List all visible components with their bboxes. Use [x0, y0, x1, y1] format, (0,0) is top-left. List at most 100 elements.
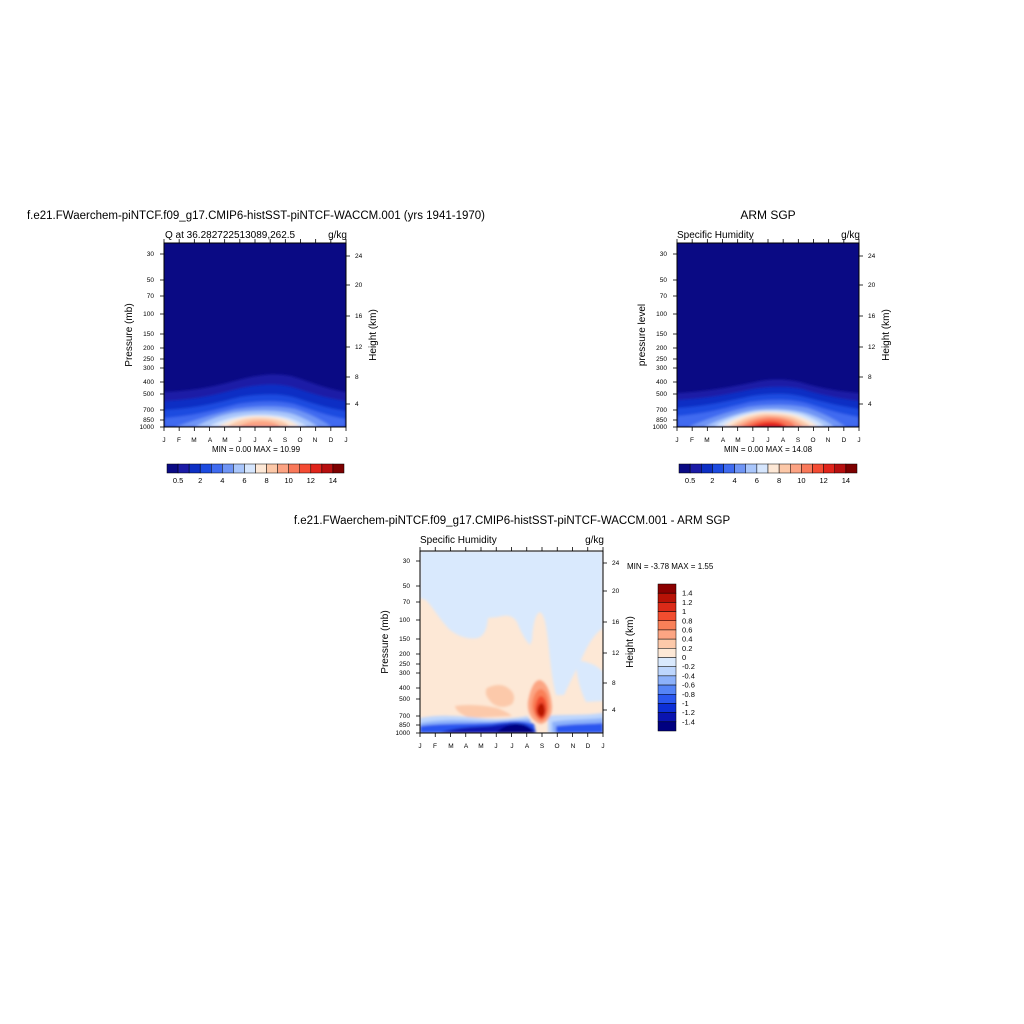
- colorbar-label: -0.6: [682, 681, 695, 690]
- panel-model-field: [164, 243, 346, 427]
- colorbar-label: 12: [307, 476, 315, 485]
- y-tick-label: 300: [399, 670, 410, 677]
- y-tick-label: 700: [656, 407, 667, 414]
- colorbar-swatch: [657, 611, 677, 621]
- y-tick-label: 400: [143, 379, 154, 386]
- height-tick-label: 24: [868, 253, 876, 260]
- height-tick-label: 4: [868, 401, 872, 408]
- x-tick-label: N: [313, 437, 318, 444]
- model-contour-10: [238, 421, 281, 427]
- colorbar-swatch: [734, 463, 746, 474]
- colorbar-swatch: [657, 620, 677, 631]
- panel-model-ylabel-right: Height (km): [368, 309, 379, 361]
- panel-obs-units: g/kg: [841, 230, 860, 241]
- panel-obs-xlabels: J F M A M J J A S O N D J: [675, 437, 860, 444]
- colorbar-swatch: [266, 463, 278, 474]
- height-tick-label: 16: [868, 313, 876, 320]
- y-tick-label: 100: [143, 311, 154, 318]
- height-tick-label: 4: [612, 707, 616, 714]
- colorbar-swatch: [657, 592, 677, 603]
- colorbar-swatch: [211, 463, 223, 474]
- colorbar-label: 0.5: [685, 476, 695, 485]
- colorbar-label: 1.4: [682, 589, 692, 598]
- y-tick-label: 150: [399, 636, 410, 643]
- x-tick-label: J: [751, 437, 754, 444]
- x-tick-label: J: [857, 437, 860, 444]
- x-tick-label: O: [810, 437, 815, 444]
- colorbar-label: 0.2: [682, 644, 692, 653]
- x-tick-label: J: [675, 437, 678, 444]
- y-tick-label: 50: [147, 277, 155, 284]
- colorbar-label: 8: [264, 476, 268, 485]
- x-tick-label: J: [344, 437, 347, 444]
- height-tick-label: 8: [355, 374, 359, 381]
- y-tick-label: 30: [147, 251, 155, 258]
- height-tick-label: 24: [355, 253, 363, 260]
- y-tick-label: 500: [399, 696, 410, 703]
- x-tick-label: J: [162, 437, 165, 444]
- y-tick-label: 200: [399, 651, 410, 658]
- y-tick-label: 1000: [396, 730, 411, 737]
- panel-model-stats: MIN = 0.00 MAX = 10.99: [212, 445, 301, 454]
- y-tick-label: 100: [399, 617, 410, 624]
- colorbar-swatch: [222, 463, 234, 474]
- colorbar-obs: 0.5 2 4 6 8 10 12 14: [678, 463, 858, 485]
- x-tick-label: J: [766, 437, 769, 444]
- colorbar-swatch: [657, 583, 677, 594]
- y-tick-label: 150: [143, 331, 154, 338]
- tick-marks: [160, 239, 863, 737]
- colorbar-swatch: [701, 463, 713, 474]
- colorbar-diff: 1.41.210.80.60.40.20-0.2-0.4-0.6-0.8-1-1…: [657, 583, 695, 732]
- colorbar-swatch: [657, 694, 677, 704]
- colorbar-swatch: [689, 463, 702, 474]
- x-tick-label: A: [208, 437, 213, 444]
- colorbar-swatch: [767, 463, 780, 474]
- panel-model-units: g/kg: [328, 230, 347, 241]
- x-tick-label: A: [464, 743, 469, 750]
- panel-obs-stats: MIN = 0.00 MAX = 14.08: [724, 445, 813, 454]
- diff-positive-plume: [537, 703, 545, 717]
- x-tick-label: M: [222, 437, 227, 444]
- y-tick-label: 70: [403, 599, 411, 606]
- colorbar-label: 10: [797, 476, 805, 485]
- height-tick-label: 24: [612, 560, 620, 567]
- panel-model-xlabels: J F M A M J J A S O N D J: [162, 437, 347, 444]
- y-tick-label: 1000: [653, 424, 668, 431]
- colorbar-label: 0: [682, 653, 686, 662]
- y-tick-label: 500: [656, 391, 667, 398]
- x-tick-label: F: [690, 437, 694, 444]
- x-tick-label: F: [433, 743, 437, 750]
- colorbar-swatch: [845, 463, 858, 474]
- x-tick-label: J: [494, 743, 497, 750]
- y-tick-label: 400: [656, 379, 667, 386]
- panel-obs-ylabel: pressure level: [637, 304, 648, 366]
- colorbar-swatch: [756, 463, 769, 474]
- x-tick-label: A: [721, 437, 726, 444]
- colorbar-label: 6: [242, 476, 246, 485]
- colorbar-label: 2: [710, 476, 714, 485]
- y-tick-label: 70: [660, 293, 668, 300]
- colorbar-swatch: [745, 463, 758, 474]
- colorbar-label: -0.8: [682, 690, 695, 699]
- height-tick-label: 16: [355, 313, 363, 320]
- colorbar-swatch: [657, 712, 677, 723]
- x-tick-label: A: [525, 743, 530, 750]
- x-tick-label: M: [735, 437, 740, 444]
- x-tick-label: J: [238, 437, 241, 444]
- colorbar-swatch: [823, 463, 835, 474]
- y-tick-label: 250: [656, 356, 667, 363]
- colorbar-swatch: [657, 602, 677, 612]
- colorbar-swatch: [188, 463, 201, 474]
- colorbar-swatch: [778, 463, 791, 474]
- panel-model-height-labels: 24 20 16 12 8 4: [355, 253, 363, 408]
- diff-negative-core: [496, 724, 534, 733]
- colorbar-label: 0.6: [682, 625, 692, 634]
- colorbar-swatch: [657, 703, 677, 713]
- y-tick-label: 150: [656, 331, 667, 338]
- height-tick-label: 8: [612, 680, 616, 687]
- colorbar-label: 6: [755, 476, 759, 485]
- colorbar-label: 4: [733, 476, 737, 485]
- x-tick-label: S: [540, 743, 545, 750]
- colorbar-swatch: [723, 463, 735, 474]
- diff-low-positive-region: [485, 685, 515, 707]
